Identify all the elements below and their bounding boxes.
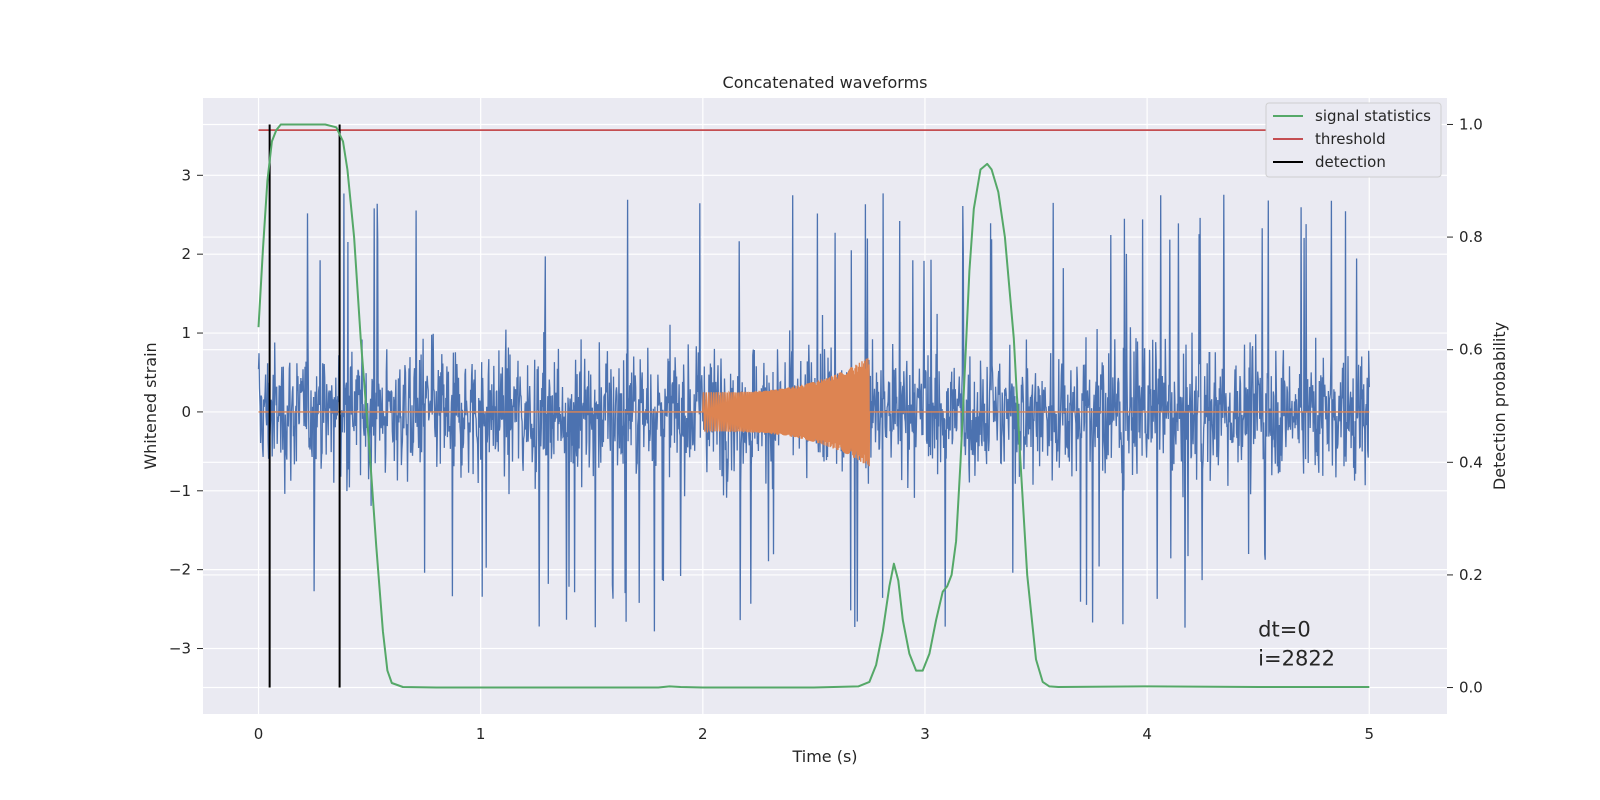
y2-tick-label: 0.8 — [1459, 228, 1483, 246]
y-tick-label: 0 — [181, 403, 191, 421]
overlay-layer — [257, 123, 1370, 689]
signal-statistics-series — [257, 123, 1370, 689]
x-tick-label: 3 — [920, 725, 930, 743]
legend-label-threshold: threshold — [1315, 130, 1386, 148]
y2-tick-label: 1.0 — [1459, 115, 1483, 133]
y-tick-label: 2 — [181, 245, 191, 263]
ticks: 0 1 2 3 4 5 −3 −2 −1 0 1 2 3 0.0 0.2 0.4 0.6 0.8 1.0 — [169, 115, 1483, 743]
x-axis-label: Time (s) — [791, 747, 857, 766]
y-tick-label: 1 — [181, 324, 191, 342]
annotation-dt: dt=0 — [1258, 618, 1311, 642]
injected-signal-series — [258, 358, 1370, 467]
y-axis-label: Whitened strain — [141, 342, 160, 469]
chart-title: Concatenated waveforms — [723, 73, 928, 92]
y-tick-label: −1 — [169, 482, 191, 500]
signal-layer — [258, 358, 1370, 467]
legend-label-detection: detection — [1315, 153, 1386, 171]
y2-tick-label: 0.4 — [1459, 453, 1483, 471]
legend-box — [1265, 102, 1442, 178]
y2-tick-label: 0.0 — [1459, 679, 1483, 697]
x-tick-label: 0 — [254, 725, 264, 743]
y-tick-label: −2 — [169, 561, 191, 579]
y2-tick-label: 0.6 — [1459, 341, 1483, 359]
legend: signal statistics threshold detection — [1265, 102, 1442, 178]
x-tick-label: 1 — [476, 725, 486, 743]
annotation-index: i=2822 — [1258, 647, 1335, 671]
x-tick-label: 5 — [1364, 725, 1374, 743]
y-tick-label: −3 — [169, 640, 191, 658]
legend-label-signal-statistics: signal statistics — [1315, 107, 1431, 125]
y2-tick-label: 0.2 — [1459, 566, 1483, 584]
y-tick-label: 3 — [181, 166, 191, 184]
x-tick-label: 2 — [698, 725, 708, 743]
x-tick-label: 4 — [1142, 725, 1152, 743]
y2-axis-label: Detection probability — [1490, 322, 1509, 490]
